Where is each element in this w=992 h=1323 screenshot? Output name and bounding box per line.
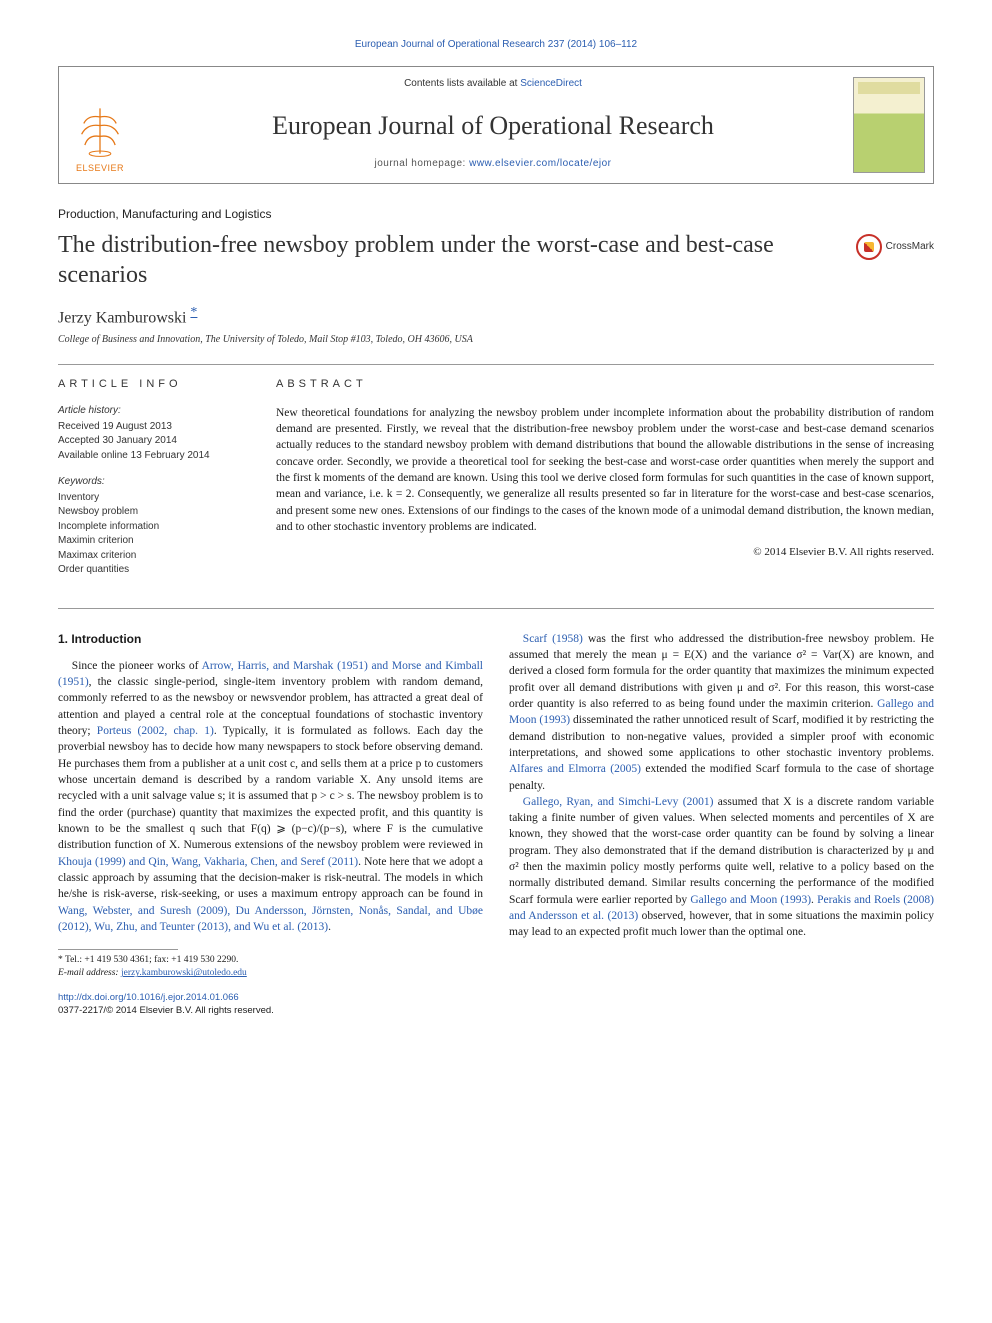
citation-link[interactable]: Gallego and Moon (1993) xyxy=(690,894,811,906)
contents-prefix: Contents lists available at xyxy=(404,78,520,89)
homepage-prefix: journal homepage: xyxy=(374,158,469,169)
body-paragraph: Scarf (1958) was the first who addressed… xyxy=(509,631,934,794)
citation-link[interactable]: Alfares and Elmorra (2005) xyxy=(509,763,641,775)
doi-block: http://dx.doi.org/10.1016/j.ejor.2014.01… xyxy=(58,991,483,1018)
body-text: . Typically, it is formulated as follows… xyxy=(58,725,483,851)
journal-cover-thumbnail xyxy=(853,77,925,173)
keywords-block: Keywords: Inventory Newsboy problem Inco… xyxy=(58,475,248,578)
article-history-block: Article history: Received 19 August 2013… xyxy=(58,404,248,463)
issn-copyright-line: 0377-2217/© 2014 Elsevier B.V. All right… xyxy=(58,1004,483,1017)
body-text: . xyxy=(328,921,331,933)
crossmark-widget[interactable]: CrossMark xyxy=(856,234,934,260)
body-paragraph: Gallego, Ryan, and Simchi-Levy (2001) as… xyxy=(509,794,934,941)
sciencedirect-link[interactable]: ScienceDirect xyxy=(520,78,582,89)
section-label: Production, Manufacturing and Logistics xyxy=(58,206,934,222)
history-heading: Article history: xyxy=(58,404,248,419)
publisher-label: ELSEVIER xyxy=(76,162,124,174)
journal-masthead: ELSEVIER Contents lists available at Sci… xyxy=(58,66,934,184)
author-affiliation: College of Business and Innovation, The … xyxy=(58,333,934,347)
corresponding-author-mark[interactable]: * xyxy=(190,305,197,320)
keyword-item: Order quantities xyxy=(58,563,248,578)
citation-link[interactable]: Khouja (1999) and Qin, Wang, Vakharia, C… xyxy=(58,856,358,868)
author-line: Jerzy Kamburowski * xyxy=(58,304,934,329)
crossmark-icon xyxy=(856,234,882,260)
article-title: The distribution-free newsboy problem un… xyxy=(58,230,840,290)
body-paragraph: Since the pioneer works of Arrow, Harris… xyxy=(58,658,483,936)
keyword-item: Maximin criterion xyxy=(58,534,248,549)
footnote-email-line: E-mail address: jerzy.kamburowski@utoled… xyxy=(58,967,483,980)
running-header: European Journal of Operational Research… xyxy=(58,38,934,52)
author-name: Jerzy Kamburowski xyxy=(58,309,186,326)
homepage-link[interactable]: www.elsevier.com/locate/ejor xyxy=(469,158,611,169)
footnote-email-label: E-mail address: xyxy=(58,968,121,978)
keyword-item: Inventory xyxy=(58,491,248,506)
article-body: 1. Introduction Since the pioneer works … xyxy=(58,631,934,1018)
intro-heading: 1. Introduction xyxy=(58,631,483,648)
footnote-email-link[interactable]: jerzy.kamburowski@utoledo.edu xyxy=(121,968,247,978)
journal-homepage-line: journal homepage: www.elsevier.com/locat… xyxy=(149,157,837,171)
keyword-item: Incomplete information xyxy=(58,520,248,535)
abstract-column: ABSTRACT New theoretical foundations for… xyxy=(276,377,934,589)
contents-available-line: Contents lists available at ScienceDirec… xyxy=(149,77,837,91)
citation-link[interactable]: Wang, Webster, and Suresh (2009), Du And… xyxy=(58,905,483,933)
article-info-heading: ARTICLE INFO xyxy=(58,377,248,392)
history-online: Available online 13 February 2014 xyxy=(58,449,248,464)
footnote-rule xyxy=(58,949,178,950)
body-text: Since the pioneer works of xyxy=(72,660,202,672)
keyword-item: Newsboy problem xyxy=(58,505,248,520)
journal-name: European Journal of Operational Research xyxy=(149,108,837,143)
history-accepted: Accepted 30 January 2014 xyxy=(58,434,248,449)
abstract-copyright: © 2014 Elsevier B.V. All rights reserved… xyxy=(276,545,934,561)
history-received: Received 19 August 2013 xyxy=(58,420,248,435)
footnotes-block: * Tel.: +1 419 530 4361; fax: +1 419 530… xyxy=(58,954,483,981)
crossmark-label: CrossMark xyxy=(886,240,934,254)
keywords-heading: Keywords: xyxy=(58,475,248,490)
publisher-block: ELSEVIER xyxy=(59,67,141,183)
body-text: disseminated the rather unnoticed result… xyxy=(509,714,934,759)
citation-link[interactable]: Porteus (2002, chap. 1) xyxy=(97,725,214,737)
abstract-heading: ABSTRACT xyxy=(276,377,934,393)
article-meta-row: ARTICLE INFO Article history: Received 1… xyxy=(58,377,934,608)
citation-link[interactable]: Scarf (1958) xyxy=(523,633,583,645)
cover-thumb-box xyxy=(845,67,933,183)
body-text: assumed that X is a discrete random vari… xyxy=(509,796,934,906)
elsevier-tree-icon xyxy=(73,104,127,158)
citation-link[interactable]: Gallego, Ryan, and Simchi-Levy (2001) xyxy=(523,796,714,808)
masthead-center: Contents lists available at ScienceDirec… xyxy=(141,67,845,183)
article-info-column: ARTICLE INFO Article history: Received 1… xyxy=(58,377,248,589)
keyword-item: Maximax criterion xyxy=(58,549,248,564)
footnote-tel: * Tel.: +1 419 530 4361; fax: +1 419 530… xyxy=(58,954,483,967)
meta-top-divider xyxy=(58,364,934,365)
doi-link[interactable]: http://dx.doi.org/10.1016/j.ejor.2014.01… xyxy=(58,992,239,1003)
abstract-text: New theoretical foundations for analyzin… xyxy=(276,405,934,536)
